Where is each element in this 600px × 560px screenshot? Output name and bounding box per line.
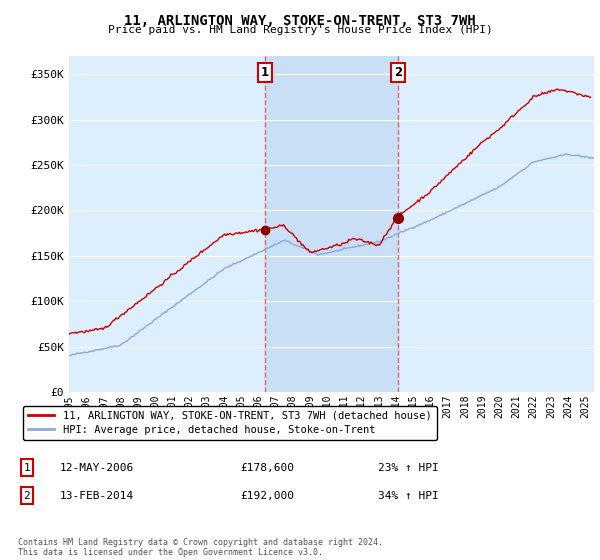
Text: 1: 1 — [23, 463, 31, 473]
Text: 1: 1 — [260, 66, 269, 79]
Legend: 11, ARLINGTON WAY, STOKE-ON-TRENT, ST3 7WH (detached house), HPI: Average price,: 11, ARLINGTON WAY, STOKE-ON-TRENT, ST3 7… — [23, 405, 437, 440]
Text: 11, ARLINGTON WAY, STOKE-ON-TRENT, ST3 7WH: 11, ARLINGTON WAY, STOKE-ON-TRENT, ST3 7… — [124, 14, 476, 28]
Text: 12-MAY-2006: 12-MAY-2006 — [60, 463, 134, 473]
Text: 2: 2 — [394, 66, 402, 79]
Text: £192,000: £192,000 — [240, 491, 294, 501]
Text: 13-FEB-2014: 13-FEB-2014 — [60, 491, 134, 501]
Text: 2: 2 — [23, 491, 31, 501]
Text: £178,600: £178,600 — [240, 463, 294, 473]
Text: Price paid vs. HM Land Registry's House Price Index (HPI): Price paid vs. HM Land Registry's House … — [107, 25, 493, 35]
Text: 34% ↑ HPI: 34% ↑ HPI — [378, 491, 439, 501]
Text: 23% ↑ HPI: 23% ↑ HPI — [378, 463, 439, 473]
Text: Contains HM Land Registry data © Crown copyright and database right 2024.
This d: Contains HM Land Registry data © Crown c… — [18, 538, 383, 557]
Bar — [265, 56, 398, 392]
